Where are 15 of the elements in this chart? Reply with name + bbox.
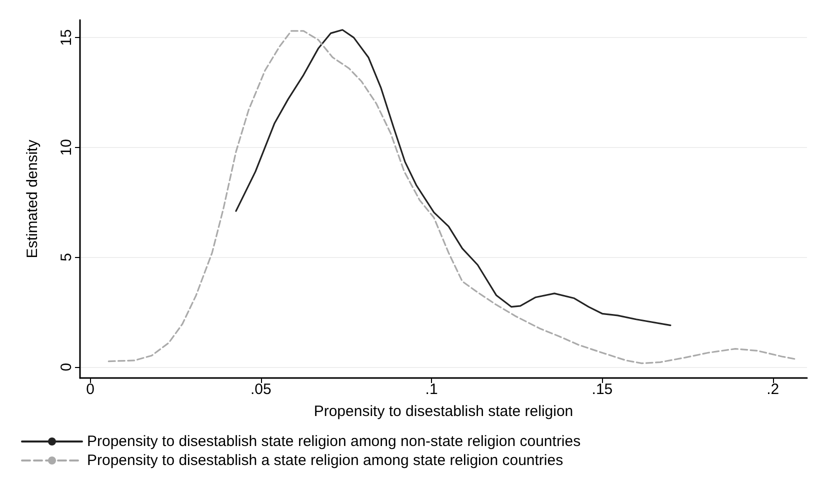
line-series bbox=[235, 29, 672, 326]
y-axis-title: Estimated density bbox=[24, 139, 41, 258]
y-tick-label: 5 bbox=[58, 253, 75, 262]
x-axis-title: Propensity to disestablish state religion bbox=[314, 403, 574, 420]
legend-label: Propensity to disestablish a state religion among state religion countries bbox=[87, 452, 564, 469]
line-series bbox=[108, 30, 798, 364]
legend-label: Propensity to disestablish state religion among non-state religion countries bbox=[87, 433, 581, 450]
y-tick-label: 0 bbox=[58, 362, 75, 372]
x-tick-label: .2 bbox=[766, 381, 780, 398]
x-tick-label: .15 bbox=[592, 381, 613, 398]
x-tick-label: .1 bbox=[425, 381, 438, 398]
y-tick-label: 15 bbox=[58, 29, 75, 46]
x-tick-label: .05 bbox=[250, 381, 272, 398]
x-tick-label: 0 bbox=[86, 381, 94, 398]
y-tick-label: 10 bbox=[58, 139, 75, 156]
